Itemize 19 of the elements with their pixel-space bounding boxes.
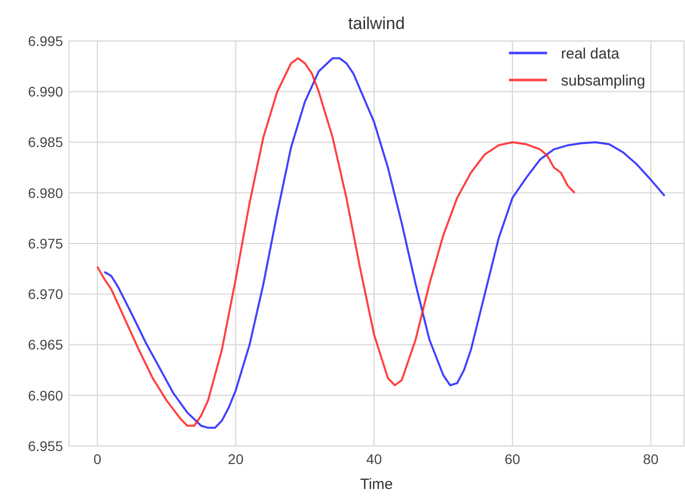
chart-title: tailwind [348,14,405,33]
x-tick-label: 0 [93,451,102,467]
x-axis-title: Time [360,476,393,493]
x-tick-label: 20 [228,451,244,467]
x-tick-label: 60 [504,451,520,467]
y-tick-label: 6.955 [28,438,64,454]
x-tick-label: 80 [643,451,659,467]
line-series [103,57,666,429]
y-tick-label: 6.960 [28,387,64,404]
y-tick-label: 6.980 [28,184,64,201]
legend-label: subsampling [561,72,646,90]
y-tick-label: 6.965 [28,336,64,353]
x-tick-label: 40 [366,451,382,467]
legend-label: real data [561,45,620,62]
y-tick-label: 6.990 [28,84,64,100]
y-tick-label: 6.975 [28,235,64,252]
y-tick-label: 6.995 [28,32,64,49]
y-tick-label: 6.970 [28,286,64,302]
y-tick-label: 6.985 [28,134,64,150]
